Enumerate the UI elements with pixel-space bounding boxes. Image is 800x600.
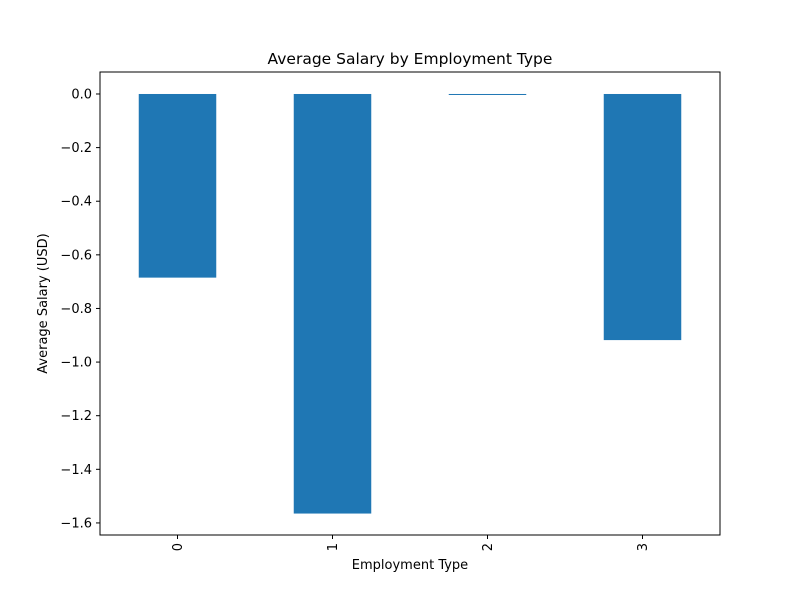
bars-layer — [138, 93, 682, 514]
bar-1 — [293, 93, 372, 514]
y-tick-label: −1.2 — [60, 409, 92, 424]
bar-3 — [603, 93, 682, 341]
bar-0 — [138, 93, 217, 278]
x-tick-label: 0 — [171, 543, 186, 551]
chart-title: Average Salary by Employment Type — [268, 50, 553, 68]
y-axis: 0.0 −0.2 −0.4 −0.6 −0.8 −1.0 −1.2 −1.4 −1.6 — [60, 87, 100, 531]
y-tick-label: −1.0 — [60, 356, 92, 371]
y-tick-label: −0.8 — [60, 302, 92, 317]
bar-2 — [448, 93, 527, 95]
y-tick-label: −1.6 — [60, 516, 92, 531]
y-tick-label: 0.0 — [71, 87, 92, 102]
x-tick-label: 2 — [481, 543, 496, 551]
x-tick-label: 3 — [636, 543, 651, 551]
x-axis-label: Employment Type — [352, 558, 468, 573]
y-tick-label: −0.4 — [60, 195, 92, 210]
plot-frame — [99, 71, 721, 536]
y-tick-label: −0.2 — [60, 141, 92, 156]
y-tick-label: −0.6 — [60, 248, 92, 263]
x-axis: 0 1 2 3 — [171, 535, 651, 551]
x-tick-label: 1 — [326, 543, 341, 551]
y-axis-label: Average Salary (USD) — [36, 233, 51, 373]
y-tick-label: −1.4 — [60, 463, 92, 478]
